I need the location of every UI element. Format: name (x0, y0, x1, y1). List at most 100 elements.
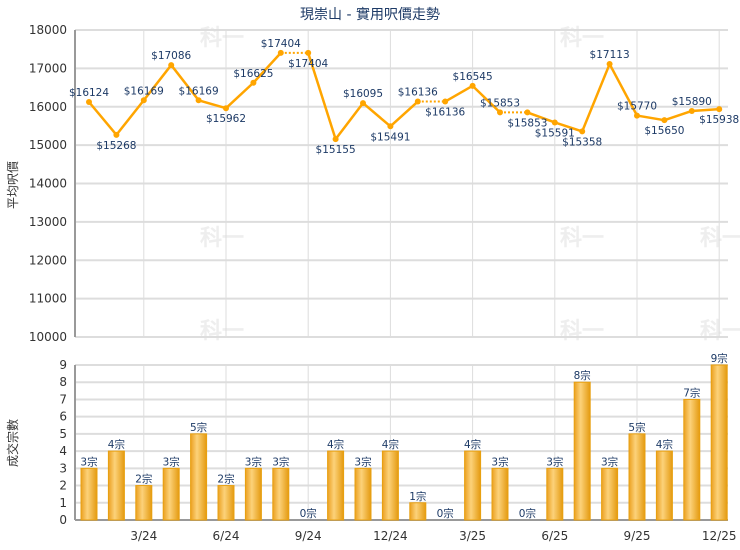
data-point (250, 79, 257, 86)
bar-ylabel: 成交宗數 (5, 419, 20, 467)
watermark: 科一 (200, 319, 244, 344)
bar-label: 3宗 (354, 455, 371, 468)
data-point (661, 117, 668, 124)
watermark: 科一 (700, 319, 740, 344)
bar-label: 3宗 (546, 455, 563, 468)
bar-label: 5宗 (628, 421, 645, 434)
y-tick-label: 0 (59, 513, 67, 527)
line-segment (389, 100, 419, 128)
line-segment (664, 109, 693, 122)
bar (683, 398, 701, 521)
bar (464, 450, 482, 521)
bar (135, 485, 153, 521)
data-point (168, 62, 175, 69)
data-point (387, 123, 394, 130)
y-tick-label: 10000 (29, 330, 67, 344)
watermark: 科一 (560, 319, 604, 344)
data-point (195, 97, 202, 104)
bar (80, 467, 98, 521)
data-point (716, 106, 723, 113)
bar-label: 4宗 (464, 438, 481, 451)
line-segment (691, 107, 720, 113)
data-label: $15890 (672, 96, 712, 108)
y-tick-label: 4 (59, 444, 67, 458)
data-label: $16169 (179, 85, 219, 97)
data-label: $15491 (370, 131, 410, 143)
line-segment (170, 64, 200, 102)
y-tick-label: 18000 (29, 23, 67, 37)
y-tick-label: 17000 (29, 61, 67, 75)
bar-label: 4宗 (108, 438, 125, 451)
line-segment (444, 84, 474, 103)
bar-label: 1宗 (409, 490, 426, 503)
data-point (360, 100, 366, 107)
bar-label: 5宗 (190, 421, 207, 434)
bar-label: 4宗 (382, 438, 399, 451)
bar-label: 0宗 (519, 507, 536, 520)
data-label: $16169 (124, 85, 164, 97)
y-tick-label: 16000 (29, 100, 67, 114)
data-label: $16136 (398, 87, 438, 99)
data-point (113, 131, 120, 138)
data-label: $15770 (617, 101, 657, 113)
bar-label: 0宗 (437, 507, 454, 520)
data-point (223, 105, 229, 112)
data-point (442, 98, 449, 105)
line-segment (198, 99, 227, 110)
data-point (414, 98, 421, 105)
bar-label: 8宗 (574, 369, 591, 382)
x-tick-label: 3/24 (130, 529, 157, 543)
data-label: $15962 (206, 113, 246, 125)
data-label: $15155 (316, 144, 356, 156)
data-label: $16625 (233, 68, 273, 80)
data-label: $17086 (151, 50, 191, 62)
line-segment (581, 63, 611, 132)
y-tick-label: 11000 (29, 292, 67, 306)
line-segment (334, 102, 364, 140)
line-segment (471, 84, 501, 114)
data-label: $15268 (96, 140, 136, 152)
bar-label: 3宗 (80, 455, 97, 468)
y-tick-label: 8 (59, 375, 67, 389)
bar (710, 364, 728, 521)
data-label: $16095 (343, 88, 383, 100)
line-segment (115, 99, 145, 136)
x-tick-label: 6/25 (541, 529, 568, 543)
data-label: $15358 (562, 136, 602, 148)
watermark: 科一 (200, 226, 244, 251)
bar-label: 3宗 (491, 455, 508, 468)
y-tick-label: 14000 (29, 177, 67, 191)
y-tick-label: 7 (59, 392, 67, 406)
data-point (86, 98, 92, 105)
watermark: 科一 (700, 226, 740, 251)
data-point (469, 82, 476, 89)
bar-label: 4宗 (656, 438, 673, 451)
bar (546, 467, 564, 521)
watermark: 科一 (560, 226, 604, 251)
bar (162, 467, 180, 521)
data-label: $16124 (69, 87, 109, 99)
data-point (634, 112, 640, 119)
bar (354, 467, 372, 521)
data-point (277, 49, 284, 56)
data-label: $17113 (590, 49, 630, 61)
bar (601, 467, 619, 521)
data-label: $15853 (507, 117, 547, 129)
y-tick-label: 6 (59, 410, 67, 424)
data-label: $17404 (261, 38, 301, 50)
x-tick-label: 12/25 (702, 529, 737, 543)
bar-label: 9宗 (711, 352, 728, 365)
bar (272, 467, 290, 521)
bar-label: 7宗 (683, 386, 700, 399)
y-tick-label: 15000 (29, 138, 67, 152)
data-label: $15591 (535, 127, 575, 139)
line-segment (526, 111, 556, 124)
line-ylabel: 平均呎價 (6, 161, 20, 209)
data-point (551, 119, 558, 126)
bar (217, 485, 235, 521)
line-segment (142, 64, 173, 102)
line-segment (608, 63, 639, 117)
x-tick-label: 3/25 (459, 529, 486, 543)
y-tick-label: 1 (59, 496, 67, 510)
chart-title: 現崇山 - 實用呎價走勢 (300, 6, 440, 23)
